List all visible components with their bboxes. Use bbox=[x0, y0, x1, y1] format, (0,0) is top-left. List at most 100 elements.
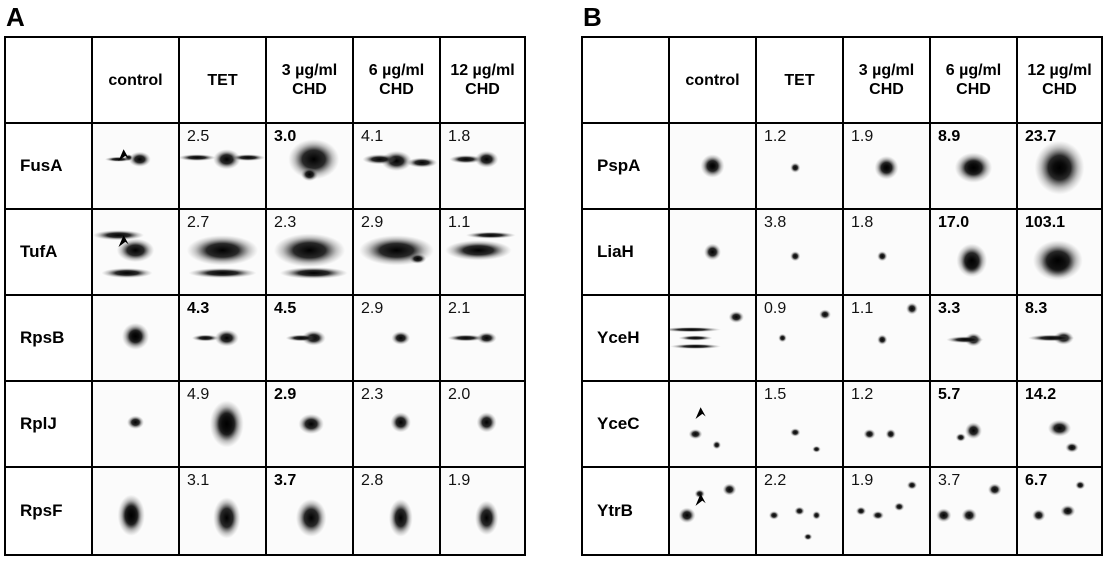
protein-spot bbox=[93, 230, 144, 241]
fold-change-value: 4.1 bbox=[361, 128, 384, 145]
gel-image-cell: 4.3 bbox=[180, 296, 267, 382]
protein-spot bbox=[906, 302, 918, 315]
protein-spot bbox=[954, 152, 993, 183]
protein-spot bbox=[388, 498, 413, 537]
fold-change-value: 14.2 bbox=[1025, 386, 1057, 403]
protein-spot bbox=[790, 162, 801, 173]
protein-spot bbox=[390, 412, 411, 433]
gel-image-cell: 1.9 bbox=[844, 124, 931, 210]
gel-image-cell: 17.0 bbox=[931, 210, 1018, 296]
fold-change-value: 2.9 bbox=[361, 214, 384, 231]
protein-spot bbox=[121, 322, 150, 350]
gel-image-cell: 1.2 bbox=[757, 124, 844, 210]
protein-label: YceH bbox=[583, 296, 670, 382]
protein-spot bbox=[188, 267, 257, 279]
protein-spot bbox=[213, 497, 241, 539]
gel-spot-image bbox=[874, 155, 899, 180]
protein-spot bbox=[213, 149, 241, 170]
gel-image-cell: 6.7 bbox=[1018, 468, 1101, 554]
gel-image-cell: 5.7 bbox=[931, 382, 1018, 468]
gel-spot-image bbox=[704, 243, 721, 261]
fold-change-value: 17.0 bbox=[938, 214, 970, 231]
fold-change-value: 1.9 bbox=[448, 472, 471, 489]
gel-spot-image bbox=[390, 412, 411, 433]
fold-change-value: 2.5 bbox=[187, 128, 210, 145]
protein-spot bbox=[445, 240, 512, 261]
fold-change-value: 1.2 bbox=[851, 386, 874, 403]
fold-change-value: 8.3 bbox=[1025, 300, 1048, 317]
protein-spot bbox=[285, 334, 317, 342]
fold-change-value: 23.7 bbox=[1025, 128, 1057, 145]
gel-spot-image bbox=[855, 480, 918, 520]
gel-spot-image bbox=[670, 311, 744, 349]
protein-spot bbox=[273, 233, 346, 268]
protein-spot bbox=[877, 334, 888, 345]
protein-spot bbox=[678, 507, 696, 524]
gel-spot-image bbox=[209, 400, 244, 448]
protein-spot bbox=[955, 433, 966, 442]
protein-spot bbox=[812, 511, 821, 520]
protein-spot bbox=[874, 155, 899, 180]
protein-spot bbox=[700, 154, 725, 178]
protein-label: TufA bbox=[6, 210, 93, 296]
protein-spot bbox=[127, 415, 144, 430]
gel-image-cell: 23.7 bbox=[1018, 124, 1101, 210]
fold-change-value: 2.9 bbox=[361, 300, 384, 317]
gel-spot-image bbox=[285, 330, 326, 346]
protein-spot bbox=[101, 267, 153, 279]
gel-image-cell: 1.1 bbox=[844, 296, 931, 382]
gel-image-cell bbox=[670, 468, 757, 554]
protein-spot bbox=[1060, 504, 1076, 518]
gel-spot-image bbox=[186, 235, 259, 279]
gel-image-cell: 2.9 bbox=[354, 296, 441, 382]
protein-spot bbox=[961, 508, 977, 523]
gel-image-cell: 1.8 bbox=[844, 210, 931, 296]
gel-spot-image bbox=[127, 415, 144, 430]
gel-spot-image bbox=[877, 302, 918, 345]
gel-image-cell: 8.3 bbox=[1018, 296, 1101, 382]
fold-change-value: 5.7 bbox=[938, 386, 961, 403]
gel-spot-image bbox=[954, 152, 993, 183]
protein-spot bbox=[117, 494, 145, 536]
fold-change-value: 4.9 bbox=[187, 386, 210, 403]
gel-spot-image bbox=[1034, 140, 1085, 195]
gel-image-cell: 2.7 bbox=[180, 210, 267, 296]
gel-spot-image bbox=[273, 233, 348, 279]
fold-change-value: 1.8 bbox=[448, 128, 471, 145]
fold-change-value: 3.1 bbox=[187, 472, 210, 489]
gel-spot-image bbox=[955, 422, 982, 442]
fold-change-value: 6.7 bbox=[1025, 472, 1048, 489]
fold-change-value: 1.2 bbox=[764, 128, 787, 145]
protein-spot bbox=[906, 480, 918, 490]
protein-spot bbox=[391, 331, 411, 345]
panel-b-grid: control TET 3 µg/ml CHD 6 µg/ml CHD 12 µg/ml… bbox=[581, 36, 1103, 556]
protein-spot bbox=[288, 139, 340, 180]
protein-spot bbox=[863, 429, 876, 440]
gel-image-cell: 0.9 bbox=[757, 296, 844, 382]
gel-image-cell: 3.8 bbox=[757, 210, 844, 296]
gel-spot-image bbox=[1047, 419, 1079, 453]
protein-spot bbox=[298, 413, 324, 435]
gel-image-cell: 3.7 bbox=[931, 468, 1018, 554]
column-header: TET bbox=[180, 38, 267, 124]
protein-spot bbox=[855, 506, 867, 516]
column-header: 12 µg/ml CHD bbox=[1018, 38, 1101, 124]
protein-spot bbox=[712, 440, 721, 450]
gel-image-cell: 3.7 bbox=[267, 468, 354, 554]
gel-image-cell: 1.5 bbox=[757, 382, 844, 468]
gel-spot-image bbox=[936, 483, 1002, 523]
gel-image-cell: 3.1 bbox=[180, 468, 267, 554]
protein-spot bbox=[209, 400, 244, 448]
column-header: control bbox=[670, 38, 757, 124]
column-header: control bbox=[93, 38, 180, 124]
protein-spot bbox=[191, 334, 220, 342]
fold-change-value: 3.7 bbox=[938, 472, 961, 489]
gel-image-cell bbox=[670, 124, 757, 210]
fold-change-value: 2.9 bbox=[274, 386, 297, 403]
gel-spot-image bbox=[295, 498, 327, 537]
fold-change-value: 1.1 bbox=[851, 300, 874, 317]
protein-spot bbox=[819, 309, 831, 320]
gel-image-cell: 1.8 bbox=[441, 124, 524, 210]
gel-image-cell: 3.0 bbox=[267, 124, 354, 210]
gel-image-cell: 2.9 bbox=[354, 210, 441, 296]
